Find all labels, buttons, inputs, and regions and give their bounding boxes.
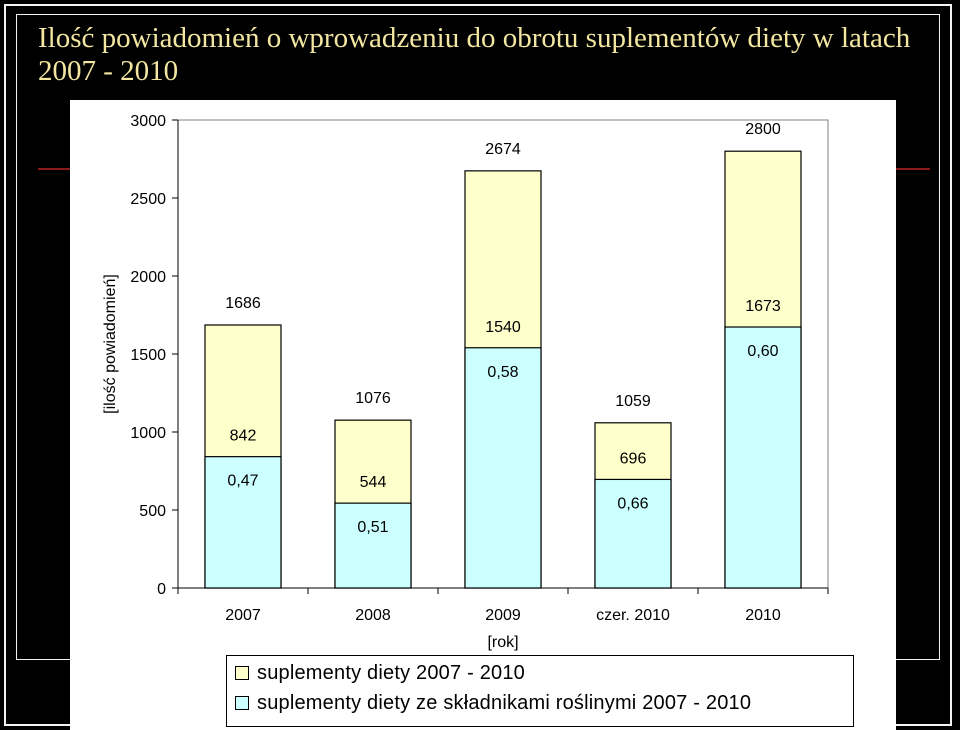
legend-item-total: suplementy diety 2007 - 2010 <box>235 662 525 684</box>
legend-label-total: suplementy diety 2007 - 2010 <box>257 661 525 684</box>
data-label-ratio: 0,60 <box>747 343 778 360</box>
chart-legend: suplementy diety 2007 - 2010 suplementy … <box>226 655 854 727</box>
data-label-plant: 842 <box>230 428 257 445</box>
bar-plant <box>724 326 802 589</box>
y-tick-label: 1000 <box>130 425 166 442</box>
y-tick-label: 500 <box>139 503 166 520</box>
x-tick-label: 2008 <box>355 607 391 624</box>
x-tick-label: 2009 <box>485 607 521 624</box>
bar-plant <box>594 478 672 589</box>
bar-chart: 0 500 1000 1500 2000 2500 3000 1686 842 0,47 2007 1… <box>102 113 829 651</box>
bar-plant <box>204 456 282 589</box>
y-tick-label: 2500 <box>130 191 166 208</box>
data-label-plant: 696 <box>620 450 647 467</box>
bar-plant <box>334 502 412 589</box>
data-label-plant: 1673 <box>745 298 781 315</box>
data-label-total: 2800 <box>745 121 781 138</box>
x-tick-label: 2010 <box>745 607 781 624</box>
data-label-plant: 544 <box>360 474 387 491</box>
slide-title: Ilość powiadomień o wprowadzeniu do obro… <box>38 22 911 87</box>
data-label-ratio: 0,58 <box>487 364 518 381</box>
data-label-total: 1686 <box>225 295 261 312</box>
data-label-total: 2674 <box>485 141 521 158</box>
data-label-ratio: 0,66 <box>617 495 648 512</box>
bar-plant <box>464 347 542 589</box>
y-tick-label: 0 <box>157 581 166 598</box>
data-label-ratio: 0,47 <box>227 473 258 490</box>
data-label-plant: 1540 <box>485 319 521 336</box>
y-tick-label: 3000 <box>130 113 166 130</box>
legend-swatch-total <box>235 666 249 680</box>
y-tick-label: 2000 <box>130 269 166 286</box>
chart-panel: 0 500 1000 1500 2000 2500 3000 1686 842 0,47 2007 1… <box>70 100 896 730</box>
data-label-total: 1076 <box>355 390 391 407</box>
legend-label-plant: suplementy diety ze składnikami roślinym… <box>257 691 752 714</box>
y-axis-title: [ilość powiadomień] <box>102 274 119 414</box>
data-label-total: 1059 <box>615 393 651 410</box>
x-tick-label: 2007 <box>225 607 261 624</box>
data-label-ratio: 0,51 <box>357 519 388 536</box>
x-tick-label: czer. 2010 <box>596 607 670 624</box>
y-tick-label: 1500 <box>130 347 166 364</box>
accent-line-left <box>38 168 72 170</box>
accent-line-right <box>896 168 930 170</box>
legend-item-plant: suplementy diety ze składnikami roślinym… <box>235 692 751 714</box>
x-axis-title: [rok] <box>487 634 518 651</box>
legend-swatch-plant <box>235 696 249 710</box>
